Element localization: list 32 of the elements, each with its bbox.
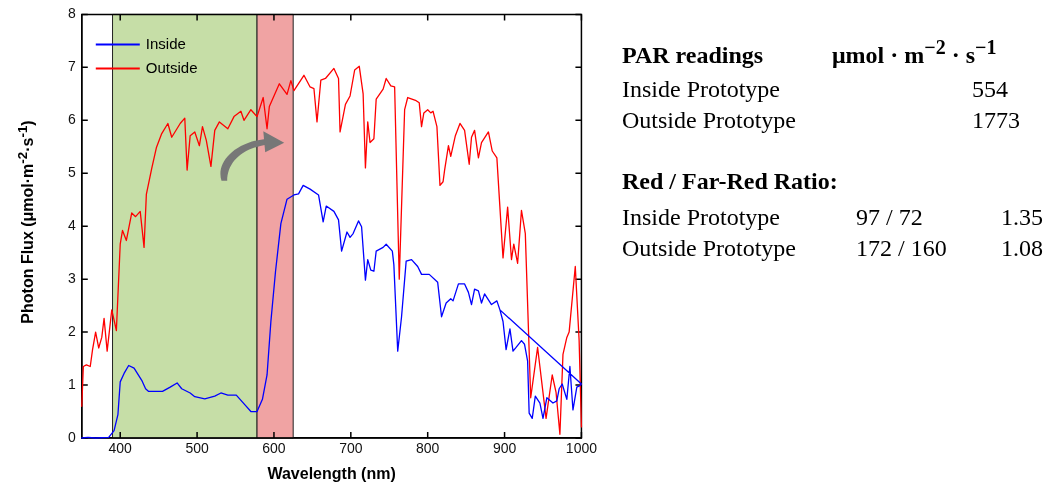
y-tick-label: 6	[67, 111, 76, 128]
text: 1.35	[1001, 204, 1043, 231]
text: Inside Prototype	[622, 76, 780, 102]
y-tick-label: 3	[67, 270, 76, 287]
text: Outside Prototype	[622, 235, 796, 261]
text: 1.08	[1001, 235, 1043, 262]
legend-label: Outside	[145, 58, 198, 76]
text: Outside Prototype	[622, 107, 796, 133]
y-tick-label: 4	[67, 217, 76, 234]
x-tick-label: 600	[262, 440, 286, 457]
text: Inside Prototype	[622, 204, 780, 230]
text: Red / Far-Red Ratio:	[622, 168, 838, 195]
y-tick-label: 2	[67, 322, 76, 339]
text: 554	[972, 76, 1008, 103]
text: 172 / 160	[856, 235, 947, 261]
y-tick-label: 0	[67, 428, 76, 445]
y-tick-label: 5	[67, 164, 76, 181]
y-tick-label: 7	[67, 58, 76, 75]
x-tick-label: 800	[416, 440, 440, 457]
text: PAR readings	[622, 42, 764, 68]
y-tick-label: 8	[67, 5, 76, 22]
y-tick-label: 1	[67, 375, 76, 392]
x-tick-label: 1000	[565, 440, 598, 457]
x-tick-label: 900	[492, 440, 517, 457]
x-tick-label: 700	[339, 440, 363, 457]
text: 97 / 72	[856, 204, 923, 230]
text: 1773	[972, 107, 1020, 134]
x-tick-label: 500	[185, 440, 209, 457]
legend-label: Inside	[145, 34, 186, 52]
x-tick-label: 400	[108, 440, 133, 457]
x-axis-title: Wavelength (nm)	[267, 464, 396, 482]
text: μmol · m$^{−2}$ · s$^{−1}$	[832, 36, 997, 69]
